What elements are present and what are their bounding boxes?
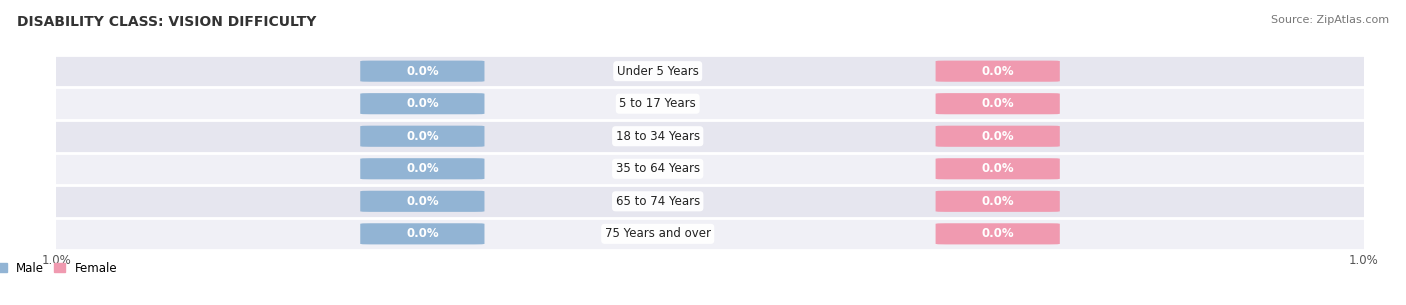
Text: 0.0%: 0.0% bbox=[981, 162, 1014, 175]
Text: 0.0%: 0.0% bbox=[981, 97, 1014, 110]
Text: 0.0%: 0.0% bbox=[406, 195, 439, 208]
Bar bbox=[56, 185, 1364, 217]
Text: 0.0%: 0.0% bbox=[981, 130, 1014, 143]
Text: Source: ZipAtlas.com: Source: ZipAtlas.com bbox=[1271, 15, 1389, 25]
FancyBboxPatch shape bbox=[935, 223, 1060, 244]
Bar bbox=[56, 120, 1364, 152]
Text: 65 to 74 Years: 65 to 74 Years bbox=[616, 195, 700, 208]
Text: 0.0%: 0.0% bbox=[406, 65, 439, 78]
Text: 5 to 17 Years: 5 to 17 Years bbox=[620, 97, 696, 110]
FancyBboxPatch shape bbox=[360, 191, 485, 212]
FancyBboxPatch shape bbox=[360, 61, 485, 82]
Text: 0.0%: 0.0% bbox=[406, 97, 439, 110]
FancyBboxPatch shape bbox=[935, 191, 1060, 212]
FancyBboxPatch shape bbox=[360, 93, 485, 114]
Text: 0.0%: 0.0% bbox=[406, 130, 439, 143]
Bar bbox=[56, 217, 1364, 250]
Text: 35 to 64 Years: 35 to 64 Years bbox=[616, 162, 700, 175]
FancyBboxPatch shape bbox=[935, 158, 1060, 179]
Text: 0.0%: 0.0% bbox=[406, 227, 439, 240]
Legend: Male, Female: Male, Female bbox=[0, 257, 122, 279]
Bar bbox=[56, 88, 1364, 120]
Text: 0.0%: 0.0% bbox=[406, 162, 439, 175]
FancyBboxPatch shape bbox=[360, 158, 485, 179]
Text: 0.0%: 0.0% bbox=[981, 65, 1014, 78]
Text: 18 to 34 Years: 18 to 34 Years bbox=[616, 130, 700, 143]
FancyBboxPatch shape bbox=[935, 61, 1060, 82]
FancyBboxPatch shape bbox=[360, 126, 485, 147]
Text: 0.0%: 0.0% bbox=[981, 227, 1014, 240]
Text: DISABILITY CLASS: VISION DIFFICULTY: DISABILITY CLASS: VISION DIFFICULTY bbox=[17, 15, 316, 29]
Bar bbox=[56, 55, 1364, 88]
Text: 0.0%: 0.0% bbox=[981, 195, 1014, 208]
Text: Under 5 Years: Under 5 Years bbox=[617, 65, 699, 78]
FancyBboxPatch shape bbox=[935, 93, 1060, 114]
Bar bbox=[56, 152, 1364, 185]
FancyBboxPatch shape bbox=[360, 223, 485, 244]
Text: 75 Years and over: 75 Years and over bbox=[605, 227, 710, 240]
FancyBboxPatch shape bbox=[935, 126, 1060, 147]
